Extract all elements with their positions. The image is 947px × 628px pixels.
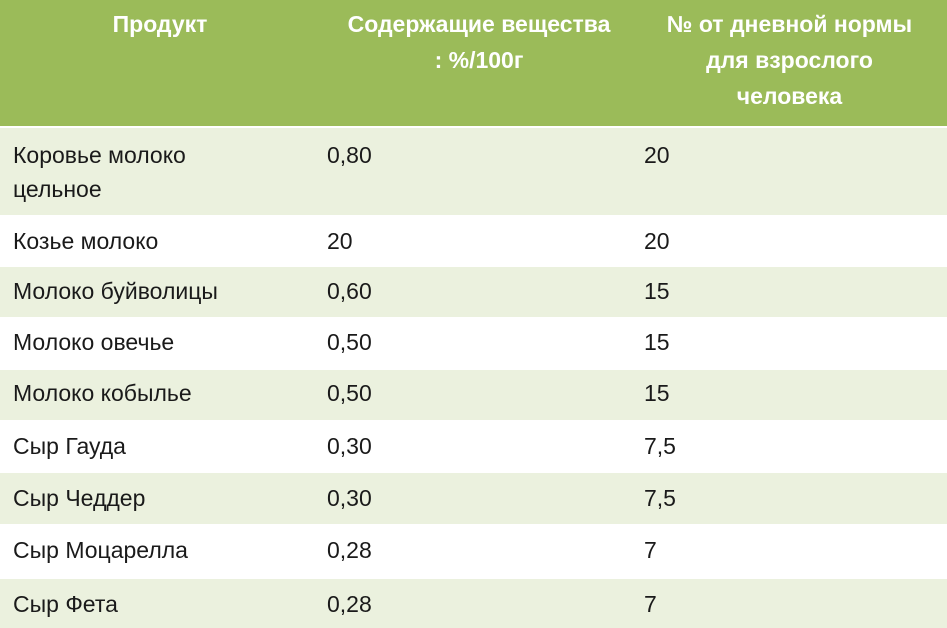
header-daily-norm: № от дневной нормы для взрослого человек… — [666, 11, 913, 109]
table-header: Продукт Содержащие вещества : %/100г № о… — [0, 0, 947, 126]
cell-daily-norm: 15 — [644, 380, 670, 406]
cell-content: 0,80 — [327, 142, 372, 168]
cell-product: Сыр Чеддер — [13, 485, 146, 511]
cell-content: 0,30 — [327, 433, 372, 459]
cell-product: Молоко буйволицы — [13, 278, 218, 304]
cell-content: 0,28 — [327, 537, 372, 563]
cell-product: Молоко овечье — [13, 329, 175, 355]
cell-daily-norm: 15 — [644, 278, 670, 304]
cell-content: 0,50 — [327, 329, 372, 355]
table-row: Молоко буйволицы 0,60 15 — [0, 265, 947, 317]
cell-content: 0,28 — [327, 591, 372, 617]
cell-product: Козье молоко — [13, 228, 159, 254]
cell-daily-norm: 15 — [644, 329, 670, 355]
table-row: Сыр Фета 0,28 7 — [0, 577, 947, 628]
cell-content: 0,30 — [327, 485, 372, 511]
cell-product: Сыр Моцарелла — [13, 537, 188, 563]
cell-product: Молоко кобылье — [13, 380, 192, 406]
table-row: Сыр Чеддер 0,30 7,5 — [0, 471, 947, 524]
cell-content: 20 — [327, 228, 353, 254]
cell-daily-norm: 20 — [644, 142, 670, 168]
cell-content: 0,50 — [327, 380, 372, 406]
header-product: Продукт — [112, 11, 208, 37]
table-row: Молоко овечье 0,50 15 — [0, 317, 947, 368]
cell-daily-norm: 7,5 — [644, 485, 676, 511]
table-row: Коровье молоко цельное 0,80 20 — [0, 126, 947, 215]
table-row: Сыр Моцарелла 0,28 7 — [0, 524, 947, 577]
cell-product: Сыр Фета — [13, 591, 118, 617]
cell-daily-norm: 7,5 — [644, 433, 676, 459]
cell-daily-norm: 7 — [644, 591, 657, 617]
table-row: Сыр Гауда 0,30 7,5 — [0, 420, 947, 471]
cell-product: Сыр Гауда — [13, 433, 126, 459]
cell-content: 0,60 — [327, 278, 372, 304]
header-content: Содержащие вещества : %/100г — [347, 11, 611, 73]
table-row: Молоко кобылье 0,50 15 — [0, 368, 947, 420]
cell-product: Коровье молоко цельное — [13, 142, 186, 202]
cell-daily-norm: 7 — [644, 537, 657, 563]
cell-daily-norm: 20 — [644, 228, 670, 254]
table-row: Козье молоко 20 20 — [0, 215, 947, 265]
